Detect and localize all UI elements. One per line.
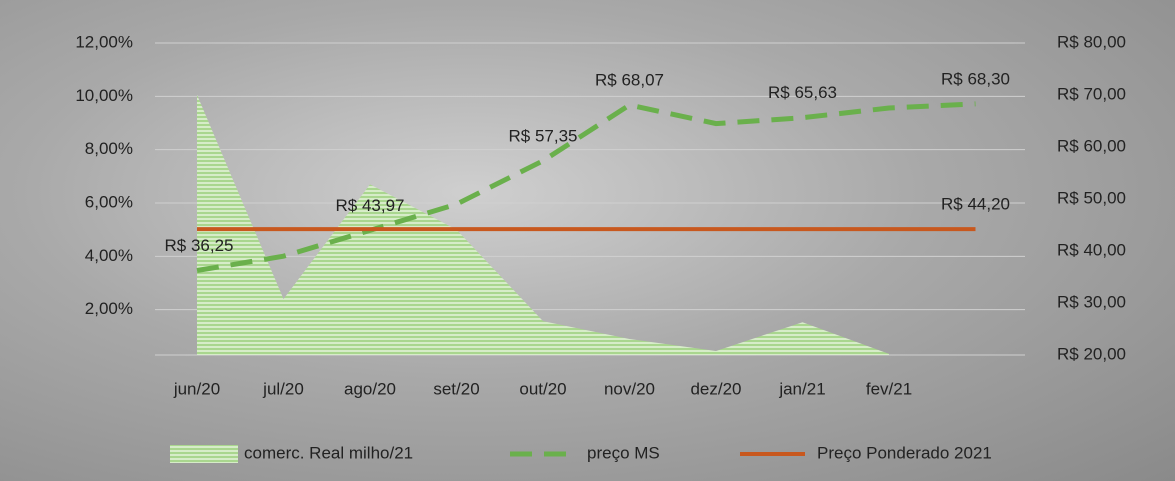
x-tick-label: ago/20 [344,379,396,398]
y-tick-label: 8,00% [85,139,133,158]
y2-tick-label: R$ 70,00 [1057,84,1126,103]
y-tick-label: 6,00% [85,192,133,211]
x-tick-label: out/20 [519,379,566,398]
x-tick-label: jun/20 [173,379,220,398]
y2-tick-label: R$ 20,00 [1057,344,1126,363]
y-tick-label: 12,00% [75,32,133,51]
legend-label: preço MS [587,443,660,462]
x-tick-label: fev/21 [866,379,912,398]
data-label: R$ 68,07 [595,71,664,90]
y2-tick-label: R$ 60,00 [1057,136,1126,155]
y2-tick-label: R$ 50,00 [1057,188,1126,207]
x-tick-label: jan/21 [778,379,825,398]
y2-tick-label: R$ 30,00 [1057,292,1126,311]
line-series [196,101,976,273]
data-label: R$ 57,35 [509,126,578,145]
y-tick-label: 2,00% [85,299,133,318]
area-series [197,94,889,355]
x-tick-label: nov/20 [604,379,655,398]
y-tick-label: 4,00% [85,246,133,265]
x-tick-label: set/20 [433,379,479,398]
y2-tick-label: R$ 80,00 [1057,32,1126,51]
legend-label: Preço Ponderado 2021 [817,443,992,462]
y2-tick-label: R$ 40,00 [1057,240,1126,259]
x-tick-label: jul/20 [262,379,304,398]
data-label: R$ 44,20 [941,195,1010,214]
x-tick-label: dez/20 [690,379,741,398]
data-label: R$ 65,63 [768,83,837,102]
y-tick-label: 10,00% [75,86,133,105]
data-label: R$ 68,30 [941,69,1010,88]
legend-label: comerc. Real milho/21 [244,443,413,462]
legend-swatch [170,445,238,463]
data-label: R$ 43,97 [336,196,405,215]
data-label: R$ 36,25 [165,236,234,255]
